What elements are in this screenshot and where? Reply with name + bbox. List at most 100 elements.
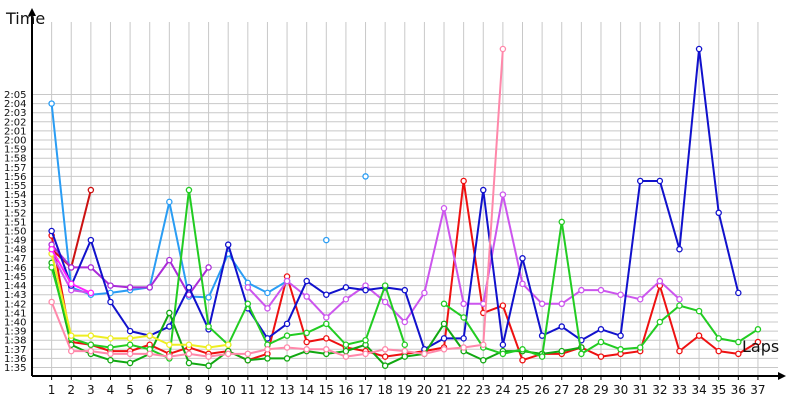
x-tick-label: 36 [731,383,746,397]
data-point [107,356,114,364]
data-point [342,284,350,291]
data-point [87,332,95,339]
data-point [421,350,428,358]
y-tick-label: 2:02 [4,117,26,128]
data-point [205,323,212,330]
data-point [735,289,742,297]
data-point [303,346,310,353]
data-point [303,338,310,346]
data-point [381,346,389,353]
data-point [499,302,507,309]
data-point [715,335,722,342]
data-point [578,286,585,294]
data-point [499,350,507,358]
data-point [244,350,252,358]
data-point [735,350,742,358]
data-point [166,323,173,330]
data-point [264,289,271,297]
x-tick-label: 17 [358,383,373,397]
y-tick-label: 1:44 [4,281,26,292]
x-axis-arrow-icon [778,372,786,380]
data-point [695,332,703,339]
data-point [323,335,330,342]
data-point [244,356,252,364]
series-line [48,245,95,297]
data-point [597,338,605,346]
data-point [185,341,193,348]
data-point [695,307,703,315]
series-line [48,250,232,351]
data-point [362,336,369,344]
x-tick-label: 26 [534,383,549,397]
series-path [50,48,740,351]
data-point [67,347,75,355]
data-point [126,284,134,291]
data-point [480,341,487,348]
x-tick-label: 1 [48,383,56,397]
y-tick-label: 1:50 [4,227,26,238]
data-point [381,362,389,369]
y-tick-label: 1:48 [4,245,26,256]
data-point [126,341,134,348]
y-tick-label: 1:41 [4,308,26,319]
data-point [166,353,173,360]
y-tick-label: 2:04 [4,99,26,110]
y-tick-label: 1:57 [4,163,26,174]
series-path [50,262,582,367]
data-point [185,284,193,291]
data-point [480,186,487,194]
data-point [146,332,153,339]
data-point [67,280,75,288]
data-point [715,209,722,217]
data-point [558,218,565,226]
y-tick-label: 2:00 [4,136,26,147]
x-tick-label: 3 [87,383,95,397]
data-point [264,346,271,353]
data-point [499,45,507,53]
data-point [48,227,55,235]
y-tick-label: 1:37 [4,345,26,356]
data-point [401,347,409,355]
y-tick-label: 2:01 [4,126,26,137]
y-tick-label: 1:51 [4,217,26,228]
x-tick-label: 10 [221,383,236,397]
data-point [48,245,55,253]
data-point [87,186,95,194]
x-tick-label: 5 [126,383,134,397]
data-point [205,344,212,351]
y-tick-label: 1:54 [4,190,26,201]
data-point [676,302,683,309]
data-point [538,300,546,308]
y-tick-label: 1:43 [4,290,26,301]
data-point [323,314,330,321]
data-point [303,277,310,285]
y-tick-label: 1:35 [4,363,26,374]
x-tick-label: 9 [205,383,213,397]
data-point [362,286,369,294]
chart-series [48,45,762,369]
data-point [362,173,369,180]
x-tick-label: 18 [378,383,393,397]
series-line [48,45,507,360]
data-point [283,344,291,351]
data-point [617,291,624,298]
y-tick-label: 1:46 [4,263,26,274]
data-point [87,236,95,244]
y-axis-arrow-icon [28,8,36,16]
x-tick-label: 8 [185,383,193,397]
series-line [48,241,212,298]
data-point [107,282,114,289]
data-point [676,295,683,303]
data-point [224,341,232,348]
data-point [185,350,193,358]
y-tick-label: 1:36 [4,354,26,365]
data-point [401,286,409,294]
x-tick-label: 23 [476,383,491,397]
x-tick-label: 22 [456,383,471,397]
x-tick-label: 21 [436,383,451,397]
y-tick-label: 1:47 [4,254,26,265]
data-point [342,347,350,355]
data-point [636,295,644,303]
data-point [323,291,330,298]
